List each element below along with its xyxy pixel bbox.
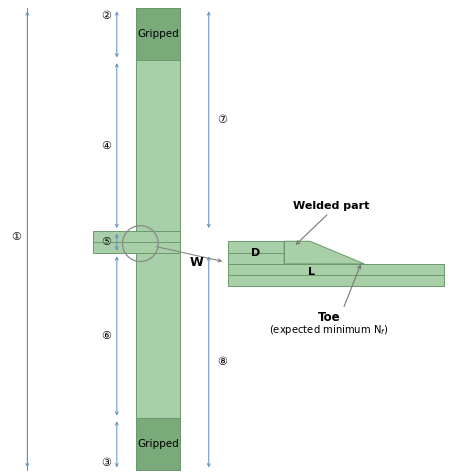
Text: Gripped: Gripped xyxy=(137,29,179,39)
Text: ②: ② xyxy=(101,10,111,20)
Text: Gripped: Gripped xyxy=(137,439,179,449)
Text: Welded part: Welded part xyxy=(293,201,369,211)
Text: ⑤: ⑤ xyxy=(101,237,111,247)
Text: W: W xyxy=(190,256,204,269)
Text: D: D xyxy=(251,247,261,257)
Text: (expected minimum N$_f$): (expected minimum N$_f$) xyxy=(269,323,389,337)
Bar xyxy=(228,264,444,286)
Text: ④: ④ xyxy=(101,141,111,151)
Bar xyxy=(136,419,181,470)
Bar xyxy=(136,9,181,60)
Text: Toe: Toe xyxy=(318,310,340,324)
Bar xyxy=(93,231,181,254)
Text: ⑧: ⑧ xyxy=(217,357,227,367)
Text: ③: ③ xyxy=(101,458,111,468)
Text: ⑦: ⑦ xyxy=(217,115,227,125)
Text: ①: ① xyxy=(11,232,21,242)
Bar xyxy=(136,9,181,470)
Text: ⑥: ⑥ xyxy=(101,331,111,341)
Polygon shape xyxy=(284,241,364,264)
Text: L: L xyxy=(308,267,315,277)
Bar xyxy=(228,241,310,264)
